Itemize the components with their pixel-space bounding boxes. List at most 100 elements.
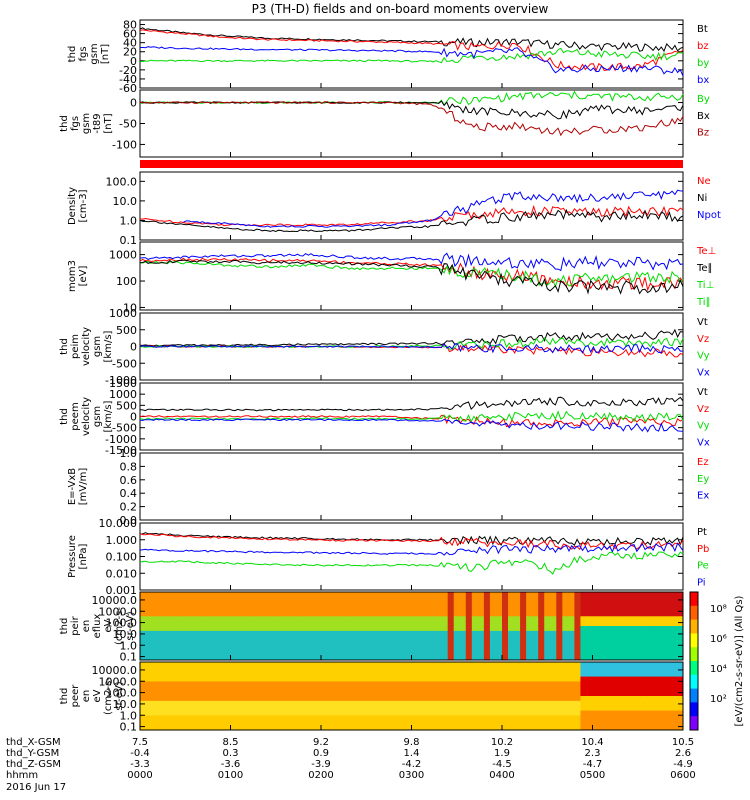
series-Te∥ (139, 259, 684, 295)
heatmap-cell (357, 681, 364, 687)
heatmap-cell (176, 592, 183, 598)
heatmap-cell (393, 725, 400, 731)
heatmap-cell (333, 725, 340, 731)
y-tick-label: 20 (123, 46, 137, 59)
heatmap-cell (610, 630, 618, 637)
heatmap-cell (502, 671, 509, 678)
heatmap-cell (164, 606, 171, 612)
heatmap-cell (465, 666, 473, 673)
heatmap-cell (417, 676, 425, 682)
heatmap-cell (200, 681, 207, 687)
legend-entry: Vy (697, 421, 710, 432)
heatmap-cell (375, 676, 382, 682)
heatmap-cell (254, 686, 262, 692)
heatmap-cell (290, 725, 298, 731)
heatmap-cell (194, 681, 201, 687)
heatmap-cell (556, 720, 563, 726)
heatmap-cell (568, 671, 575, 678)
heatmap-cell (508, 650, 515, 656)
heatmap-cell (471, 691, 479, 697)
heatmap-cell (429, 666, 437, 673)
heatmap-cell (260, 676, 268, 682)
heatmap-cell (399, 655, 406, 661)
y-axis-label: eV (103, 619, 114, 632)
heatmap-cell (170, 705, 177, 712)
heatmap-cell (176, 611, 183, 617)
heatmap-cell (278, 725, 286, 731)
heatmap-cell (200, 650, 207, 656)
heatmap-cell (664, 630, 672, 637)
heatmap-cell (339, 626, 346, 632)
heatmap-cell (495, 592, 503, 598)
heatmap-cell (580, 611, 587, 617)
heatmap-cell (495, 596, 503, 603)
heatmap-cell (302, 686, 310, 692)
x-row-label: thd_X-GSM (6, 737, 61, 748)
heatmap-cell (345, 700, 352, 707)
x-row-value: -4.7 (583, 759, 603, 770)
heatmap-cell (405, 725, 412, 731)
heatmap-cell (532, 676, 539, 682)
heatmap-cell (278, 705, 286, 712)
heatmap-cell (188, 601, 195, 608)
heatmap-cell (308, 596, 316, 603)
legend-entry: Pt (697, 527, 707, 538)
heatmap-cell (176, 676, 183, 682)
heatmap-cell (477, 676, 485, 682)
heatmap-cell (381, 662, 388, 668)
heatmap-cell (634, 715, 642, 721)
heatmap-cell (387, 662, 394, 668)
heatmap-cell (495, 700, 503, 707)
heatmap-cell (508, 655, 515, 661)
heatmap-cell (538, 681, 545, 687)
heatmap-cell (574, 676, 581, 682)
heatmap-cell (429, 676, 437, 682)
heatmap-cell (254, 621, 262, 627)
heatmap-cell (477, 630, 485, 637)
heatmap-cell (562, 621, 569, 627)
heatmap-cell (363, 700, 370, 707)
heatmap-cell (495, 611, 503, 617)
heatmap-cell (212, 630, 219, 637)
heatmap-cell (333, 666, 340, 673)
heatmap-cell (580, 686, 587, 692)
heatmap-cell (670, 686, 678, 692)
heatmap-cell (260, 681, 268, 687)
heatmap-cell (459, 666, 467, 673)
heatmap-cell (670, 650, 678, 656)
heatmap-cell (236, 635, 244, 642)
heatmap-cell (526, 635, 533, 642)
heatmap-cell (477, 596, 485, 603)
heatmap-cell (604, 700, 612, 707)
heatmap-cell (266, 616, 274, 622)
heatmap-cell (670, 616, 678, 622)
heatmap-cell (194, 691, 201, 697)
heatmap-cell (538, 635, 545, 642)
heatmap-cell (194, 725, 201, 731)
heatmap-cell (526, 691, 533, 697)
heatmap-cell (423, 630, 431, 637)
heatmap-cell (399, 725, 406, 731)
heatmap-cell (598, 596, 606, 603)
heatmap-cell (556, 635, 563, 642)
heatmap-cell (477, 592, 485, 598)
heatmap-cell (387, 640, 394, 646)
heatmap-cell (423, 710, 431, 716)
heatmap-cell (574, 645, 581, 651)
legend-entry: by (697, 58, 709, 69)
heatmap-cell (206, 655, 213, 661)
heatmap-cell (339, 616, 346, 622)
heatmap-cell (622, 671, 630, 678)
heatmap-cell (188, 645, 195, 651)
heatmap-cell (254, 691, 262, 697)
heatmap-cell (206, 611, 213, 617)
heatmap-cell (580, 630, 587, 637)
heatmap-cell (375, 720, 382, 726)
heatmap-cell (417, 601, 425, 608)
heatmap-cell (622, 596, 630, 603)
heatmap-cell (158, 611, 165, 617)
heatmap-cell (218, 650, 225, 656)
heatmap-cell (170, 671, 177, 678)
heatmap-cell (634, 655, 642, 661)
heatmap-cell (164, 596, 171, 603)
